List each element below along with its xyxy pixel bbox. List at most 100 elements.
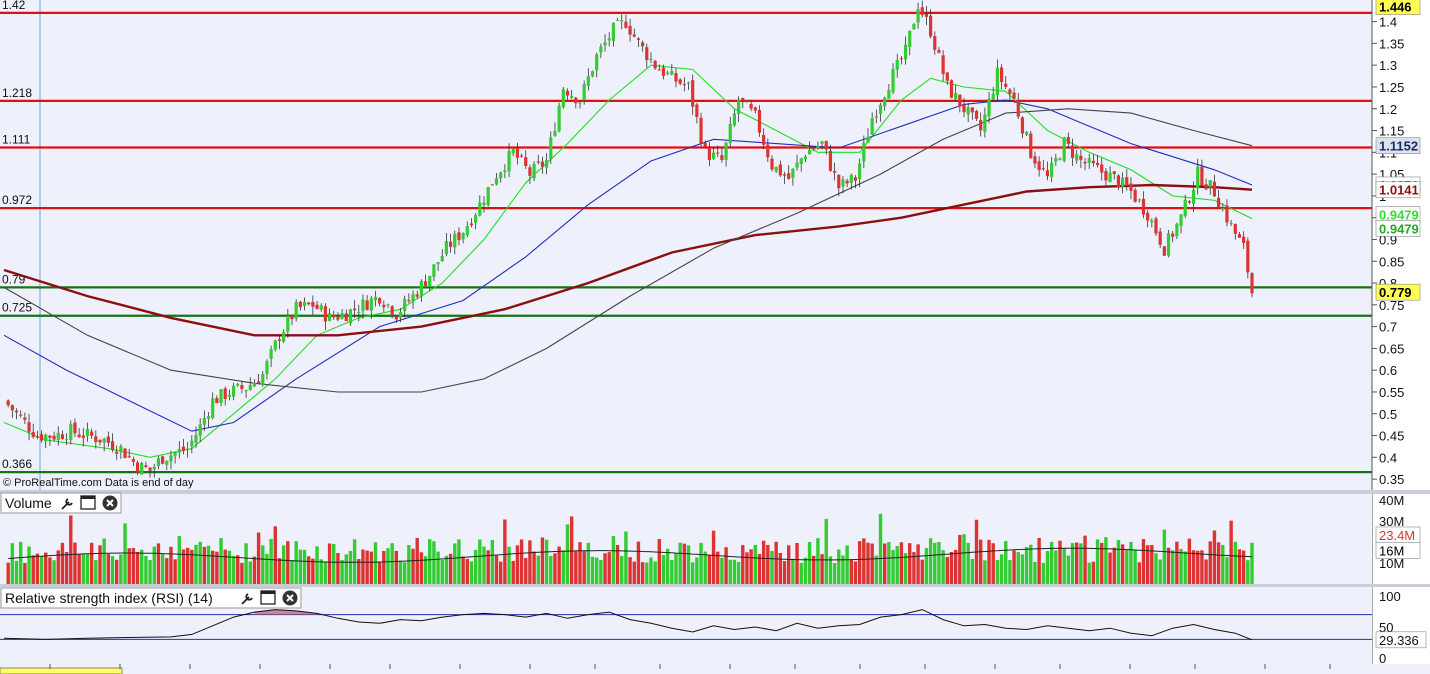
volume-bar bbox=[1116, 540, 1121, 584]
volume-bar bbox=[916, 544, 920, 584]
volume-bar bbox=[908, 543, 912, 584]
volume-bar bbox=[853, 561, 858, 584]
candle-body bbox=[682, 84, 686, 86]
volume-bar bbox=[1221, 544, 1225, 584]
candle-body bbox=[887, 90, 891, 99]
volume-bar bbox=[786, 545, 791, 584]
candle-body bbox=[465, 226, 469, 236]
level-label: 1.42 bbox=[2, 0, 26, 12]
volume-bar bbox=[340, 559, 344, 584]
volume-bar bbox=[440, 559, 444, 584]
window-icon[interactable] bbox=[260, 590, 276, 605]
volume-bar bbox=[457, 539, 461, 584]
candle-body bbox=[474, 215, 478, 223]
candle-body bbox=[478, 202, 482, 216]
candle-body bbox=[1095, 162, 1100, 166]
volume-bar bbox=[795, 542, 799, 584]
volume-bar bbox=[991, 543, 995, 584]
volume-bar bbox=[640, 562, 645, 584]
price-tick-label: 0.5 bbox=[1379, 407, 1397, 422]
candle-body bbox=[177, 449, 181, 453]
volume-bar bbox=[160, 553, 165, 584]
volume-bar bbox=[73, 542, 77, 584]
candle-body bbox=[586, 76, 590, 86]
volume-bar bbox=[1241, 550, 1246, 584]
candle-body bbox=[1212, 181, 1217, 197]
candle-body bbox=[929, 15, 933, 37]
candle-body bbox=[1041, 168, 1045, 170]
candle-body bbox=[227, 394, 231, 397]
volume-bar bbox=[44, 552, 48, 584]
volume-bar bbox=[361, 549, 365, 584]
volume-bar bbox=[983, 560, 987, 584]
volume-bar bbox=[799, 562, 803, 584]
candle-body bbox=[90, 431, 94, 436]
candle-body bbox=[307, 302, 311, 305]
candle-body bbox=[1121, 177, 1125, 187]
volume-bar bbox=[736, 561, 741, 584]
candle-body bbox=[436, 262, 440, 265]
candle-body bbox=[519, 155, 524, 157]
volume-bar bbox=[1024, 547, 1029, 584]
wrench-icon[interactable] bbox=[61, 498, 73, 510]
volume-bar bbox=[156, 543, 161, 584]
candle-body bbox=[603, 42, 607, 46]
volume-bar bbox=[390, 543, 394, 584]
volume-bar bbox=[223, 549, 227, 584]
candle-body bbox=[870, 118, 874, 135]
candle-body bbox=[1187, 201, 1191, 203]
volume-bar bbox=[707, 555, 712, 584]
close-icon[interactable] bbox=[282, 590, 298, 606]
candle-body bbox=[812, 149, 816, 151]
volume-bar bbox=[845, 545, 849, 584]
volume-bar bbox=[1095, 539, 1100, 584]
candle-body bbox=[23, 417, 27, 420]
candle-body bbox=[382, 304, 386, 308]
price-badge bbox=[1375, 137, 1421, 154]
candle-body bbox=[899, 58, 903, 60]
candle-body bbox=[10, 405, 14, 411]
candle-body bbox=[428, 275, 432, 287]
candle-body bbox=[378, 298, 382, 304]
volume-bar bbox=[661, 554, 666, 584]
candle-body bbox=[165, 460, 169, 465]
candle-body bbox=[181, 446, 186, 451]
price-badge-label: 1.446 bbox=[1379, 0, 1412, 15]
candle-body bbox=[1137, 199, 1141, 201]
window-icon[interactable] bbox=[80, 495, 96, 510]
price-tick-label: 1.2 bbox=[1379, 102, 1397, 117]
candle-body bbox=[490, 184, 494, 186]
price-tick-label: 0.75 bbox=[1379, 298, 1404, 313]
candle-body bbox=[223, 388, 227, 399]
candle-body bbox=[81, 435, 85, 438]
candle-body bbox=[302, 302, 307, 306]
close-icon[interactable] bbox=[102, 495, 118, 511]
candle-body bbox=[849, 174, 853, 183]
candle-body bbox=[828, 150, 833, 171]
volume-bar bbox=[231, 556, 236, 584]
price-tick-label: 0.4 bbox=[1379, 450, 1397, 465]
candle-body bbox=[766, 144, 770, 158]
volume-bar bbox=[1208, 541, 1212, 584]
candle-body bbox=[778, 164, 782, 176]
candle-body bbox=[1141, 198, 1146, 215]
volume-bar bbox=[1225, 557, 1229, 584]
wrench-icon[interactable] bbox=[241, 593, 253, 605]
candle-body bbox=[319, 305, 323, 310]
candle-body bbox=[954, 92, 958, 100]
volume-bar bbox=[14, 560, 19, 584]
candle-body bbox=[1229, 222, 1233, 224]
rsi-lines bbox=[0, 609, 1372, 641]
candle-body bbox=[386, 304, 390, 306]
candle-body bbox=[444, 241, 449, 255]
volume-bar bbox=[1079, 543, 1083, 584]
volume-bar bbox=[857, 541, 862, 584]
candle-body bbox=[653, 60, 657, 69]
candle-body bbox=[1208, 180, 1212, 188]
candle-body bbox=[35, 436, 39, 438]
candle-body bbox=[524, 157, 528, 167]
candle-body bbox=[557, 105, 561, 132]
candle-body bbox=[908, 30, 912, 48]
candle-body bbox=[645, 47, 649, 61]
volume-bar bbox=[665, 548, 670, 584]
